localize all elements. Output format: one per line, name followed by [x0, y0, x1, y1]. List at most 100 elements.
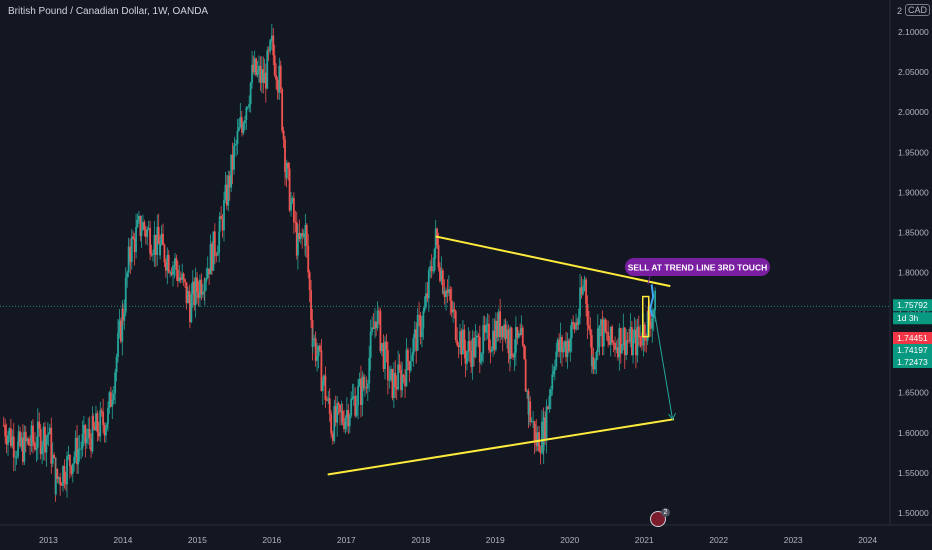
candle-body: [203, 291, 206, 293]
candle-body: [334, 406, 337, 423]
candle-body: [206, 268, 209, 279]
candle-body: [486, 323, 489, 326]
candle-body: [102, 411, 105, 426]
candle-body: [76, 437, 78, 465]
candle-body: [197, 292, 200, 298]
candle-body: [224, 184, 227, 200]
candle-body: [426, 293, 429, 299]
candle-body: [307, 245, 310, 273]
candle-body: [404, 377, 406, 387]
annotation-bubble[interactable]: [625, 258, 770, 276]
candle-body: [140, 229, 143, 237]
time-tick-label: 2018: [411, 535, 430, 545]
candle-body: [5, 436, 8, 445]
candle-body: [360, 378, 362, 405]
candle-body: [576, 322, 579, 326]
candle-body: [605, 331, 608, 333]
candle-body: [514, 327, 517, 353]
candle-body: [216, 252, 219, 256]
avatar-count-badge: 2: [661, 508, 670, 517]
candle-body: [623, 327, 626, 356]
candle-body: [20, 437, 23, 447]
projection-arrow-line[interactable]: [653, 308, 674, 420]
candle-body: [430, 266, 433, 272]
candle-body: [308, 272, 311, 291]
candle-body: [565, 341, 567, 358]
candle-body: [191, 281, 194, 295]
price-tick-label: 1.90000: [898, 187, 929, 197]
candle-body: [48, 427, 51, 434]
currency-selector[interactable]: CAD: [905, 4, 931, 16]
candle-body: [208, 268, 211, 275]
time-tick-label: 2016: [262, 535, 281, 545]
candle-body: [412, 338, 415, 356]
candle-body: [26, 438, 29, 442]
trendline-lower[interactable]: [327, 418, 675, 476]
candle-body: [153, 234, 156, 255]
candle-body: [129, 256, 132, 263]
time-tick-label: 2020: [560, 535, 579, 545]
candle-body: [62, 466, 64, 486]
candle-body: [476, 335, 478, 338]
candle-body: [51, 454, 54, 464]
candle-body: [459, 331, 461, 348]
candle-body: [278, 65, 281, 93]
candle-body: [118, 320, 121, 333]
candle-body: [409, 361, 412, 371]
candle-body: [327, 398, 330, 401]
candle-body: [239, 117, 242, 128]
candle-body: [144, 229, 147, 237]
candle-body: [169, 272, 172, 273]
candle-body: [231, 154, 234, 170]
projection-wiggle[interactable]: [649, 284, 655, 317]
candle-body: [45, 436, 48, 453]
candle-body: [350, 398, 353, 416]
candle-body: [266, 50, 269, 89]
candle-body: [445, 290, 447, 297]
candle-body: [629, 327, 632, 342]
candle-body: [199, 279, 201, 298]
candle-body: [272, 35, 275, 56]
candle-body: [54, 468, 57, 495]
candle-body: [57, 477, 60, 480]
candle-body: [269, 40, 272, 52]
candle-body: [100, 410, 103, 412]
candle-body: [618, 328, 621, 358]
range-box-drawing[interactable]: [641, 295, 650, 338]
candle-body: [47, 433, 50, 435]
candle-body: [311, 340, 314, 348]
candle-body: [348, 415, 351, 427]
candle-body: [30, 425, 33, 446]
candle-body: [233, 144, 236, 146]
candle-body: [24, 431, 27, 442]
candle-body: [23, 431, 26, 462]
time-tick-label: 2014: [113, 535, 132, 545]
candle-body: [371, 327, 373, 333]
trendline-upper[interactable]: [435, 235, 671, 288]
candle-body: [319, 345, 321, 351]
candle-body: [421, 328, 423, 337]
candle-body: [185, 282, 188, 304]
candle-body: [501, 326, 504, 338]
annotation-text: SELL AT TREND LINE 3RD TOUCH: [628, 263, 767, 273]
candle-body: [78, 448, 81, 450]
currency-prefix: 2: [897, 6, 903, 16]
candle-body: [74, 437, 77, 457]
candle-body: [66, 456, 68, 485]
candle-body: [106, 423, 109, 428]
candle-body: [8, 428, 11, 435]
candle-body: [107, 408, 109, 424]
candle-body: [333, 406, 336, 441]
time-tick-label: 2017: [337, 535, 356, 545]
time-tick-label: 2024: [858, 535, 877, 545]
candle-body: [652, 310, 655, 318]
candle-body: [260, 69, 263, 83]
candle-body: [489, 349, 492, 352]
candle-body: [372, 327, 375, 329]
candle-body: [588, 325, 590, 329]
candle-body: [419, 315, 422, 337]
candle-body: [544, 417, 547, 441]
candle-body: [483, 325, 486, 333]
